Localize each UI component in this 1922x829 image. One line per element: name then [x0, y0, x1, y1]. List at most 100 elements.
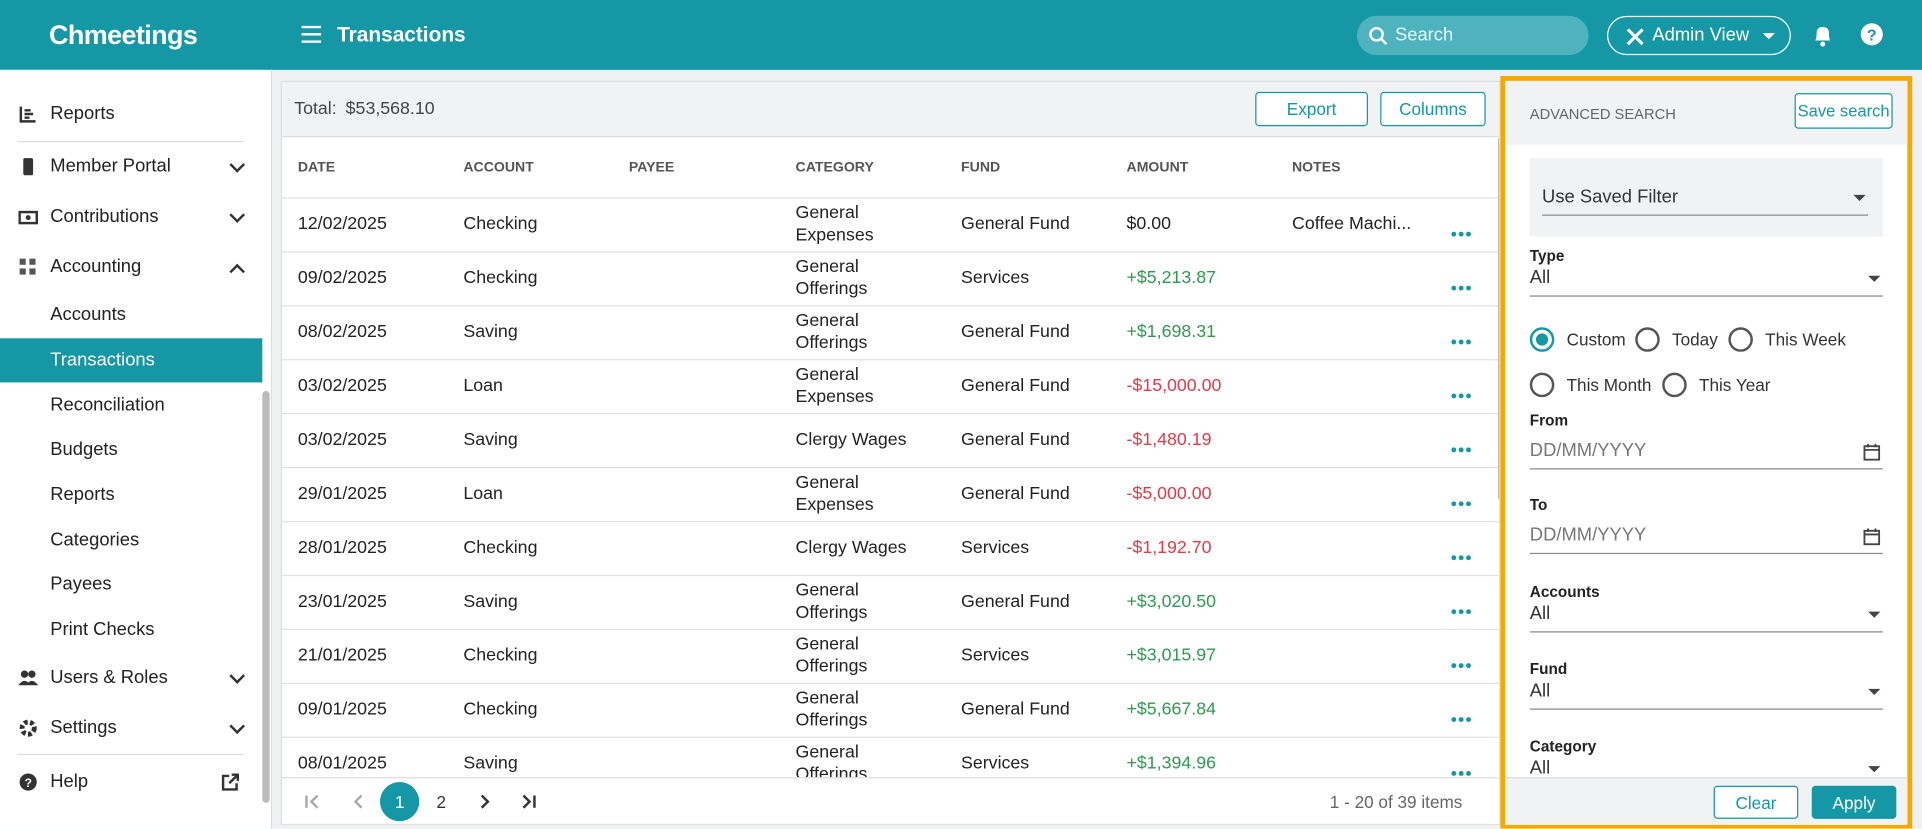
calendar-icon: [1863, 443, 1881, 467]
row-divider: [281, 736, 1500, 738]
cell-fund: Services: [961, 645, 1030, 666]
nav-item[interactable]: Transactions: [0, 338, 263, 383]
chevron: [229, 718, 245, 735]
search-icon: [1369, 26, 1388, 45]
chevron: [229, 263, 245, 280]
caret: [1762, 33, 1775, 40]
field-select[interactable]: All: [1529, 603, 1883, 633]
menu-icon[interactable]: [301, 25, 322, 43]
row-menu[interactable]: [1451, 760, 1471, 782]
from-input[interactable]: DD/MM/YYYY: [1529, 440, 1883, 470]
pager: 1 - 20 of 39 items 1 2: [281, 777, 1500, 824]
cell-account: Loan: [463, 484, 503, 504]
external-icon: [221, 772, 241, 797]
clear-button[interactable]: Clear: [1713, 785, 1799, 819]
column-header[interactable]: DATE: [297, 160, 336, 176]
row-menu[interactable]: [1451, 329, 1471, 351]
cell-amount: +$1,698.31: [1126, 322, 1216, 342]
cell-date: 08/01/2025: [297, 753, 387, 774]
row-menu[interactable]: [1451, 544, 1471, 566]
search-box[interactable]: Search: [1356, 15, 1589, 56]
cell-account: Saving: [463, 753, 518, 774]
nav-item[interactable]: Users & Roles: [0, 655, 262, 702]
bell-icon[interactable]: [1812, 23, 1834, 48]
view-label: Admin View: [1652, 24, 1750, 46]
nav-item[interactable]: Budgets: [0, 428, 262, 472]
pager-arrow[interactable]: [520, 793, 537, 816]
page-button[interactable]: 2: [422, 782, 461, 821]
caret: [1868, 766, 1881, 773]
view-switch[interactable]: Admin View: [1607, 15, 1791, 56]
columns-button[interactable]: Columns: [1380, 91, 1486, 127]
nav-item[interactable]: Member Portal: [0, 143, 262, 190]
cell-amount: +$3,020.50: [1126, 592, 1216, 612]
cell-account: Checking: [463, 538, 538, 558]
row-menu[interactable]: [1451, 598, 1471, 620]
row-divider: [281, 467, 1500, 469]
cell-date: 23/01/2025: [297, 592, 387, 612]
cell-fund: General Fund: [961, 484, 1070, 504]
nav-item[interactable]: Categories: [0, 519, 262, 563]
column-header[interactable]: PAYEE: [628, 160, 675, 176]
cell-date: 21/01/2025: [297, 645, 387, 666]
cell-amount: +$5,213.87: [1126, 268, 1216, 289]
apply-button[interactable]: Apply: [1811, 785, 1897, 819]
nav-item[interactable]: Settings: [0, 705, 262, 752]
nav-label: Accounting: [50, 256, 142, 278]
nav-item[interactable]: Reports: [0, 91, 262, 138]
brand[interactable]: Chmeetings: [49, 19, 198, 51]
cell-date: 08/02/2025: [297, 322, 387, 342]
type-label: Type: [1529, 247, 1565, 265]
saved-filter[interactable]: Use Saved Filter: [1529, 158, 1883, 237]
pager-arrow[interactable]: [351, 793, 368, 816]
column-header[interactable]: NOTES: [1291, 160, 1341, 176]
column-header[interactable]: FUND: [961, 160, 1001, 176]
help-icon[interactable]: ?: [1860, 22, 1885, 47]
cell-category: General Expenses: [795, 473, 874, 515]
cell-fund: Services: [961, 268, 1030, 289]
period-radio[interactable]: [1728, 327, 1753, 352]
column-header[interactable]: ACCOUNT: [463, 160, 534, 176]
nav-item[interactable]: Accounts: [0, 293, 262, 337]
nav-item[interactable]: Print Checks: [0, 608, 262, 652]
period-radio[interactable]: [1529, 327, 1555, 352]
calendar-icon: [1863, 528, 1881, 551]
period-label: This Year: [1698, 375, 1771, 395]
period-radio[interactable]: [1635, 327, 1660, 352]
row-menu[interactable]: [1451, 490, 1471, 512]
save-search[interactable]: Save search: [1794, 93, 1893, 129]
nav-item[interactable]: Help?: [0, 759, 262, 806]
row-menu[interactable]: [1451, 652, 1471, 674]
row-menu[interactable]: [1451, 436, 1471, 458]
column-header[interactable]: CATEGORY: [795, 160, 874, 176]
to-input[interactable]: DD/MM/YYYY: [1529, 525, 1883, 555]
nav-item[interactable]: Reconciliation: [0, 384, 262, 428]
period-label: This Week: [1765, 329, 1846, 350]
row-divider: [281, 574, 1500, 577]
row-menu[interactable]: [1451, 382, 1471, 404]
cell-fund: General Fund: [961, 376, 1070, 396]
apply-label: Apply: [1832, 792, 1876, 813]
pager-arrow[interactable]: [476, 793, 493, 816]
nav-item[interactable]: Accounting: [0, 244, 262, 291]
row-divider: [281, 520, 1500, 523]
export-button[interactable]: Export: [1255, 91, 1368, 127]
row-menu[interactable]: [1451, 221, 1471, 243]
items-info: 1 - 20 of 39 items: [1329, 791, 1463, 812]
nav-label: Users & Roles: [50, 666, 168, 688]
nav-item[interactable]: Payees: [0, 563, 262, 607]
cell-amount: -$15,000.00: [1126, 376, 1222, 396]
period-radio[interactable]: [1529, 372, 1555, 398]
type-select[interactable]: All: [1529, 267, 1883, 297]
nav-item[interactable]: Contributions: [0, 194, 262, 241]
column-header[interactable]: AMOUNT: [1126, 160, 1189, 176]
field-select[interactable]: All: [1529, 680, 1883, 710]
period-radio[interactable]: [1662, 372, 1687, 398]
nav-item[interactable]: Reports: [0, 473, 262, 517]
row-menu[interactable]: [1451, 275, 1471, 297]
row-menu[interactable]: [1451, 706, 1471, 728]
pager-arrow[interactable]: [304, 793, 321, 816]
radio-dot: [1535, 333, 1549, 346]
cell-date: 03/02/2025: [297, 430, 387, 450]
page-button[interactable]: 1: [379, 782, 420, 822]
